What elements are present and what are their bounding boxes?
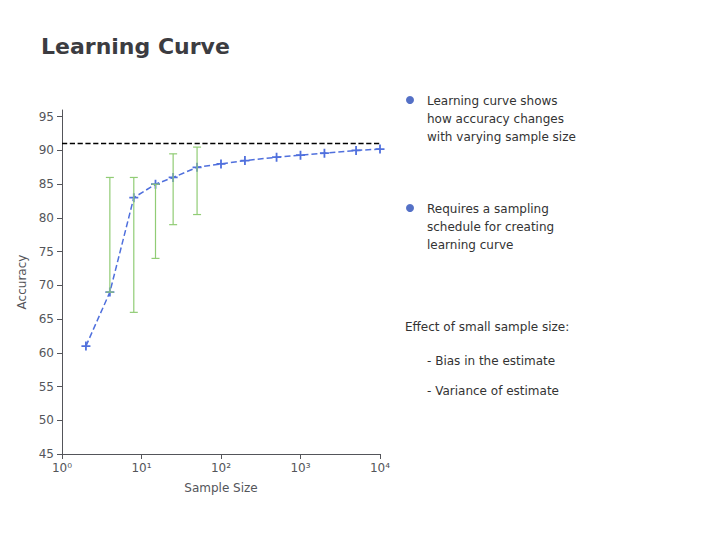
svg-text:learning curve: learning curve: [427, 238, 513, 252]
svg-text:schedule for creating: schedule for creating: [427, 220, 554, 234]
svg-text:Effect of small sample size:: Effect of small sample size:: [405, 320, 569, 334]
svg-text:10¹: 10¹: [131, 461, 151, 475]
svg-text:Requires a sampling: Requires a sampling: [427, 202, 549, 216]
svg-text:10³: 10³: [290, 461, 310, 475]
svg-text:- Bias in the estimate: - Bias in the estimate: [427, 354, 555, 368]
svg-text:70: 70: [39, 278, 54, 292]
svg-text:10⁴: 10⁴: [370, 461, 390, 475]
svg-text:Learning curve shows: Learning curve shows: [427, 94, 558, 108]
svg-text:10⁰: 10⁰: [52, 461, 72, 475]
svg-text:with varying sample size: with varying sample size: [427, 130, 576, 144]
svg-text:80: 80: [39, 211, 54, 225]
svg-text:65: 65: [39, 312, 54, 326]
svg-text:60: 60: [39, 346, 54, 360]
svg-text:95: 95: [39, 110, 54, 124]
svg-text:85: 85: [39, 177, 54, 191]
svg-text:Sample Size: Sample Size: [184, 481, 257, 495]
svg-text:- Variance of estimate: - Variance of estimate: [427, 384, 559, 398]
svg-text:Learning Curve: Learning Curve: [41, 34, 230, 59]
svg-text:55: 55: [39, 380, 54, 394]
svg-text:90: 90: [39, 143, 54, 157]
svg-text:10²: 10²: [211, 461, 231, 475]
svg-text:Accuracy: Accuracy: [15, 255, 29, 310]
svg-text:45: 45: [39, 447, 54, 461]
svg-text:75: 75: [39, 245, 54, 259]
svg-text:how accuracy changes: how accuracy changes: [427, 112, 564, 126]
svg-text:50: 50: [39, 413, 54, 427]
